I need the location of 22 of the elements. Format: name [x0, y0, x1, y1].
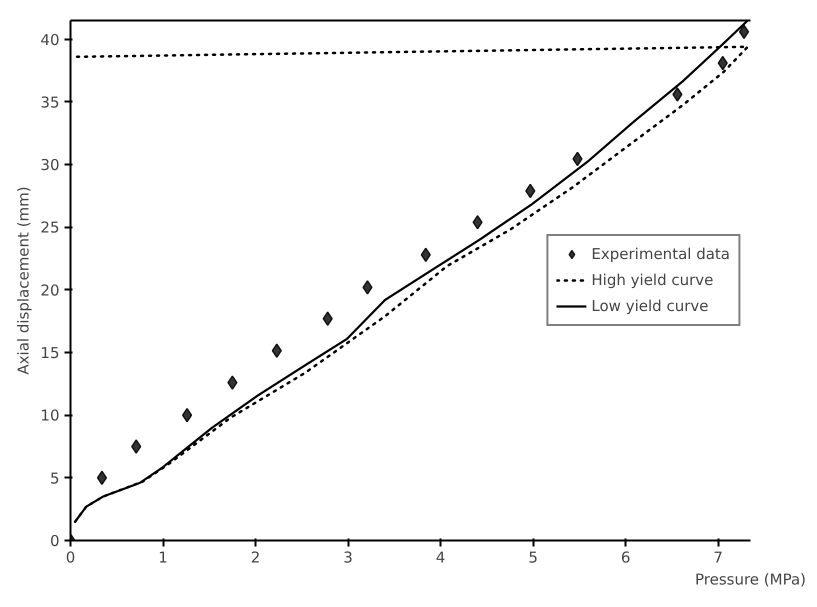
y-tick-label: 30 — [40, 156, 60, 174]
x-tick-label: 1 — [158, 548, 168, 566]
y-tick-label: 5 — [50, 469, 60, 488]
x-tick-label: 5 — [528, 548, 538, 566]
x-axis-title: Pressure (MPa) — [694, 570, 806, 588]
y-tick-label: 15 — [40, 344, 60, 362]
x-tick-label: 0 — [66, 548, 76, 566]
x-tick-label: 4 — [436, 548, 446, 566]
y-tick-label: 35 — [40, 93, 60, 112]
legend-label: High yield curve — [591, 271, 714, 289]
x-tick-label: 6 — [620, 548, 630, 566]
y-axis-title: Axial displacement (mm) — [14, 186, 32, 375]
x-tick-label: 7 — [713, 548, 723, 566]
x-tick-label: 3 — [343, 548, 353, 566]
y-tick-label: 20 — [40, 281, 60, 300]
legend-label: Low yield curve — [591, 297, 708, 315]
legend-label: Experimental data — [591, 245, 730, 263]
y-tick-label: 0 — [50, 532, 60, 550]
y-tick-label: 25 — [40, 218, 60, 237]
x-tick-label: 2 — [250, 548, 260, 566]
y-tick-label: 10 — [40, 406, 60, 425]
y-tick-label: 40 — [40, 30, 60, 49]
